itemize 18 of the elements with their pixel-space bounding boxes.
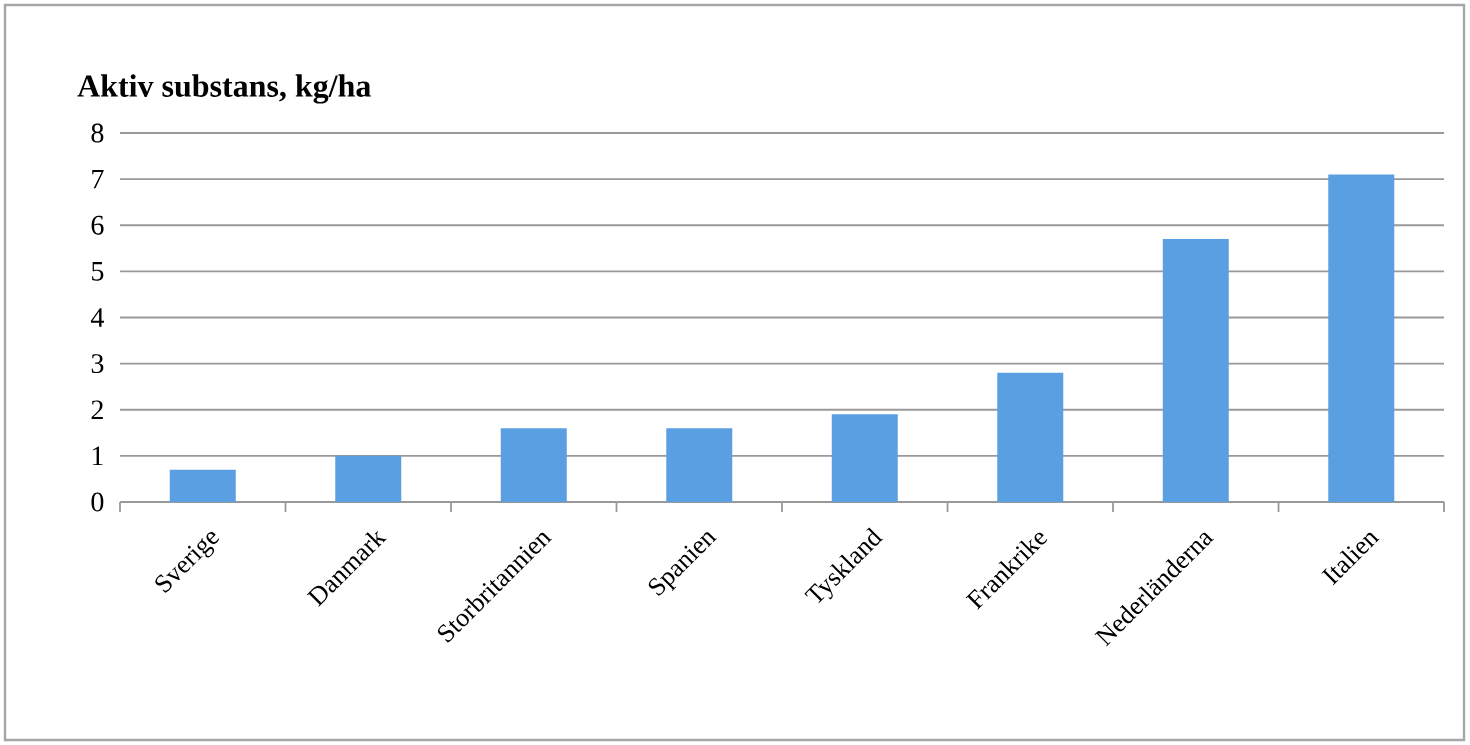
y-tick-label: 6: [91, 215, 104, 235]
bar: [831, 414, 898, 502]
y-tick-label: 2: [91, 400, 103, 420]
bar: [169, 469, 236, 502]
bar: [335, 455, 402, 502]
y-tick-label: 7: [92, 169, 104, 189]
bar: [500, 428, 567, 502]
y-tick-label: 0: [91, 492, 104, 512]
bar: [666, 428, 733, 502]
bar: [1328, 174, 1395, 502]
y-tick-label: 3: [91, 354, 104, 374]
bar: [1162, 239, 1229, 502]
bar: [997, 372, 1064, 502]
y-tick-label: 8: [91, 123, 104, 143]
y-tick-label: 1: [92, 446, 103, 466]
y-tick-label: 5: [92, 262, 104, 281]
chart-title: Aktiv substans, kg/ha: [77, 74, 371, 104]
y-tick-label: 4: [90, 308, 104, 327]
